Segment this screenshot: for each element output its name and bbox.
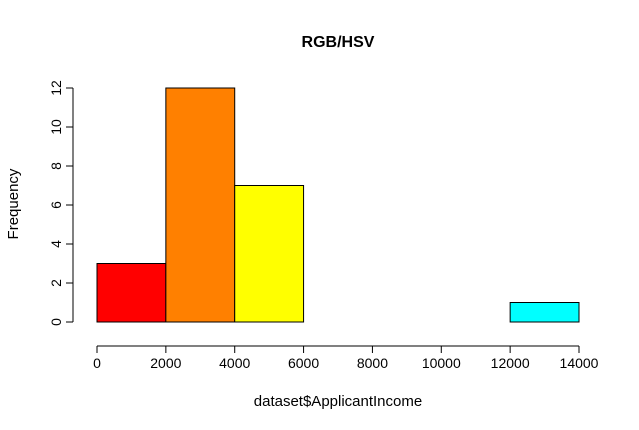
y-tick-label: 10 (48, 119, 64, 135)
x-tick-label: 8000 (357, 355, 388, 371)
histogram-bar-3 (234, 185, 305, 323)
y-tick-label: 6 (48, 201, 64, 209)
x-tick-label: 2000 (150, 355, 181, 371)
y-tick-label: 0 (48, 318, 64, 326)
x-axis: 0 2000 4000 6000 8000 10000 12000 14000 (93, 346, 599, 371)
x-tick-label: 0 (93, 355, 101, 371)
histogram-bar-2 (165, 87, 236, 323)
chart-title: RGB/HSV (302, 34, 375, 51)
x-tick-label: 10000 (422, 355, 461, 371)
y-tick-label: 12 (48, 80, 64, 96)
x-tick-label: 6000 (288, 355, 319, 371)
histogram-bar-1 (96, 263, 167, 323)
y-tick-label: 8 (48, 162, 64, 170)
y-tick-label: 4 (48, 240, 64, 248)
histogram-bar-7 (509, 302, 580, 323)
x-tick-label: 14000 (560, 355, 599, 371)
y-tick-label: 2 (48, 279, 64, 287)
x-axis-label: dataset$ApplicantIncome (254, 393, 422, 410)
x-tick-label: 4000 (219, 355, 250, 371)
y-axis: 0 2 4 6 8 10 12 (48, 80, 73, 326)
x-tick-label: 12000 (491, 355, 530, 371)
y-axis-label: Frequency (5, 168, 22, 239)
bars-group (96, 87, 580, 323)
